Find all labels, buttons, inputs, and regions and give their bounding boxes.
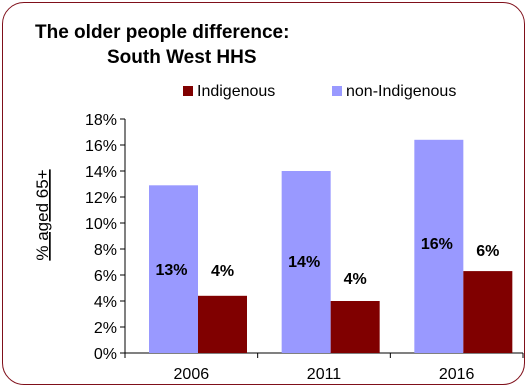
- y-tick-label: 4%: [94, 294, 117, 311]
- bar-non-indigenous: [281, 171, 331, 353]
- bar-indigenous: [198, 295, 247, 353]
- legend-swatch: [332, 86, 342, 96]
- bar-non-indigenous: [149, 185, 198, 353]
- y-tick-label: 12%: [85, 190, 117, 207]
- data-label-indigenous: 4%: [211, 263, 234, 280]
- chart-title-line2: South West HHS: [107, 47, 257, 68]
- data-label-non-indigenous: 16%: [421, 236, 453, 253]
- y-tick-label: 18%: [85, 112, 117, 129]
- legend-swatch: [183, 86, 193, 96]
- y-tick-label: 2%: [94, 320, 117, 337]
- y-tick-label: 16%: [85, 138, 117, 155]
- y-axis-label: % aged 65+: [33, 169, 52, 260]
- y-tick-label: 6%: [94, 268, 117, 285]
- bar-non-indigenous: [414, 139, 464, 353]
- x-tick-label: 2016: [439, 366, 475, 383]
- legend-label: non-Indigenous: [346, 83, 456, 100]
- data-label-indigenous: 4%: [344, 271, 367, 288]
- chart-title-line1: The older people difference:: [35, 22, 290, 43]
- y-tick-label: 10%: [85, 216, 117, 233]
- y-tick-label: 0%: [94, 346, 117, 363]
- y-tick-label: 8%: [94, 242, 117, 259]
- bar-indigenous: [330, 301, 380, 353]
- bar-indigenous: [463, 271, 513, 353]
- chart-title: The older people difference: South West …: [35, 20, 289, 70]
- data-label-indigenous: 6%: [476, 243, 499, 260]
- data-label-non-indigenous: 14%: [288, 254, 320, 271]
- y-tick-label: 14%: [85, 164, 117, 181]
- x-tick-label: 2011: [307, 366, 342, 383]
- data-label-non-indigenous: 13%: [155, 262, 187, 279]
- legend-label: Indigenous: [197, 83, 275, 100]
- x-tick-label: 2006: [174, 366, 210, 383]
